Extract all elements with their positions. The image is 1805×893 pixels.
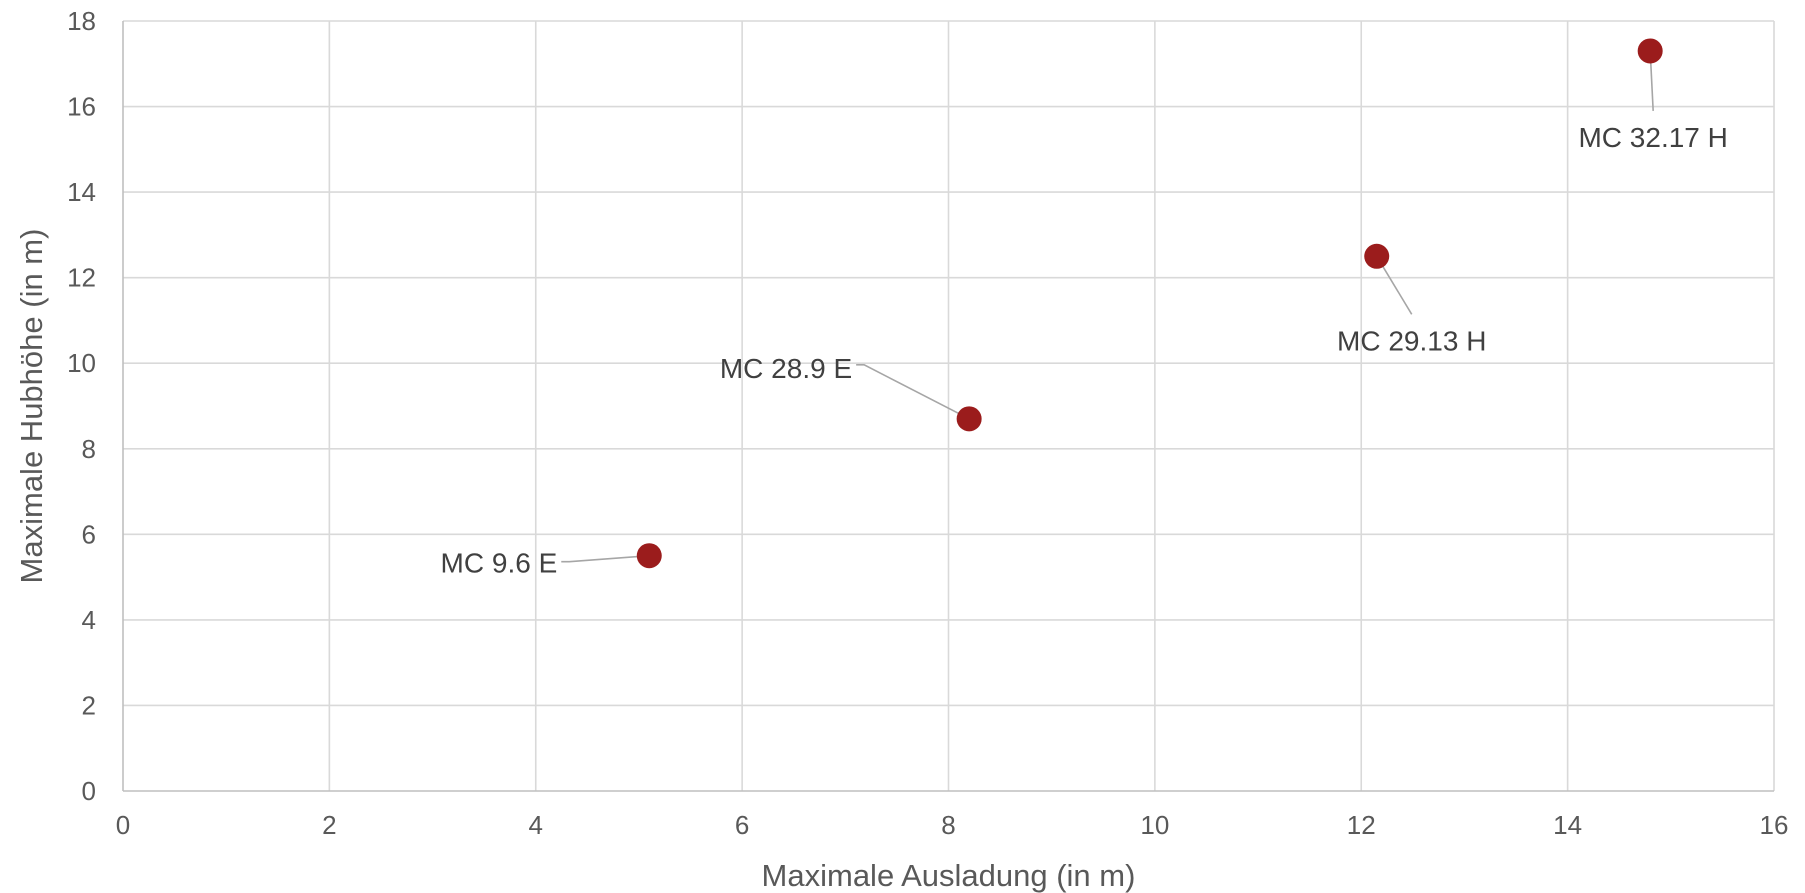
x-tick-label: 6 bbox=[735, 810, 749, 840]
label-leader-line bbox=[561, 554, 650, 563]
y-tick-label: 2 bbox=[82, 690, 96, 720]
y-tick-label: 10 bbox=[67, 348, 96, 378]
axes bbox=[122, 21, 1774, 792]
tick-labels: 0 2 4 6 8 10 12 14 16 0 2 4 6 8 10 12 14 16 18 bbox=[67, 6, 1788, 840]
y-tick-label: 6 bbox=[82, 519, 96, 549]
data-point-marker bbox=[956, 406, 982, 432]
x-tick-label: 0 bbox=[116, 810, 130, 840]
data-point-label: MC 29.13 H bbox=[1337, 325, 1486, 356]
x-tick-label: 12 bbox=[1347, 810, 1376, 840]
data-point-label: MC 9.6 E bbox=[441, 548, 558, 579]
data-points bbox=[636, 38, 1663, 569]
data-point-marker bbox=[1637, 38, 1663, 64]
y-axis-title: Maximale Hubhöhe (in m) bbox=[14, 229, 49, 584]
data-point-label: MC 28.9 E bbox=[720, 353, 852, 384]
point-labels: MC 9.6 E MC 28.9 E MC 29.13 H MC 32.17 H bbox=[441, 122, 1728, 579]
x-tick-label: 2 bbox=[322, 810, 336, 840]
x-tick-label: 10 bbox=[1140, 810, 1169, 840]
x-axis-title: Maximale Ausladung (in m) bbox=[762, 858, 1136, 893]
label-leader-line bbox=[856, 364, 970, 420]
grid bbox=[123, 20, 1775, 791]
y-tick-label: 12 bbox=[67, 263, 96, 293]
y-tick-label: 16 bbox=[67, 92, 96, 122]
y-tick-label: 0 bbox=[82, 776, 96, 806]
data-point-marker bbox=[636, 543, 662, 569]
y-tick-label: 18 bbox=[67, 6, 96, 36]
x-tick-label: 14 bbox=[1553, 810, 1582, 840]
data-point-marker bbox=[1364, 243, 1390, 269]
y-tick-label: 14 bbox=[67, 177, 96, 207]
data-point-label: MC 32.17 H bbox=[1578, 122, 1727, 153]
y-tick-label: 8 bbox=[82, 434, 96, 464]
x-tick-label: 16 bbox=[1760, 810, 1789, 840]
y-tick-label: 4 bbox=[82, 605, 96, 635]
x-tick-label: 4 bbox=[529, 810, 543, 840]
x-tick-label: 8 bbox=[941, 810, 955, 840]
label-leaders bbox=[561, 50, 1654, 563]
